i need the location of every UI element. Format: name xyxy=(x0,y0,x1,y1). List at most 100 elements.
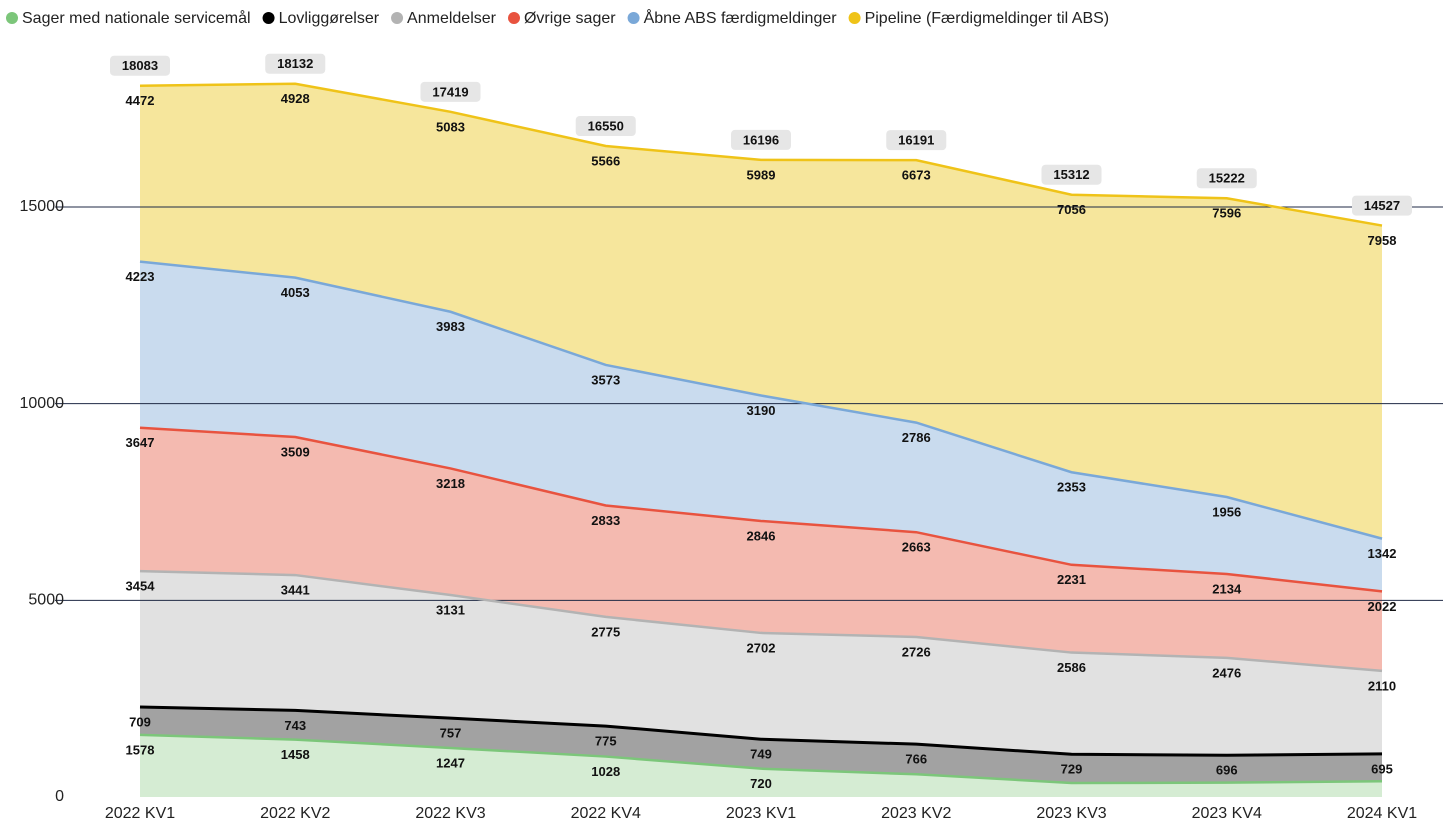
value-label: 2663 xyxy=(902,540,931,555)
value-label: 2022 xyxy=(1368,599,1397,614)
total-label: 16191 xyxy=(898,133,934,148)
value-label: 2833 xyxy=(591,513,620,528)
total-box xyxy=(110,55,170,76)
legend-label: Sager med nationale servicemål xyxy=(22,9,251,27)
value-label: 2702 xyxy=(747,640,776,655)
total-label: 14527 xyxy=(1364,198,1400,213)
total-label: 15222 xyxy=(1209,171,1245,186)
value-label: 729 xyxy=(1061,762,1083,777)
value-label: 3573 xyxy=(591,372,620,387)
total-box xyxy=(1352,195,1412,216)
area xyxy=(140,83,1382,539)
x-tick-label: 2023 KV4 xyxy=(1192,805,1262,822)
total-box xyxy=(1041,164,1102,185)
value-label: 3509 xyxy=(281,444,310,459)
x-tick-label: 2022 KV3 xyxy=(415,805,485,822)
value-label: 775 xyxy=(595,734,617,749)
total-box xyxy=(265,53,326,74)
value-label: 2134 xyxy=(1212,581,1242,596)
area xyxy=(140,261,1382,592)
value-label: 3454 xyxy=(126,579,156,594)
value-label: 5083 xyxy=(436,119,465,134)
value-label: 4928 xyxy=(281,91,310,106)
value-label: 7596 xyxy=(1212,206,1241,221)
value-label: 7056 xyxy=(1057,202,1086,217)
legend: Sager med nationale servicemål Lovliggøre… xyxy=(6,8,1109,27)
value-label: 2846 xyxy=(747,528,776,543)
value-label: 1342 xyxy=(1368,546,1397,561)
value-label: 3441 xyxy=(281,583,310,598)
legend-swatch xyxy=(848,12,861,24)
value-label: 757 xyxy=(440,726,462,741)
value-label: 2586 xyxy=(1057,660,1086,675)
legend-label: Pipeline (Færdigmeldinger til ABS) xyxy=(865,10,1110,27)
value-label: 4223 xyxy=(126,269,155,284)
legend-swatch xyxy=(6,12,18,24)
value-label: 695 xyxy=(1371,761,1393,776)
legend-swatch xyxy=(391,12,404,24)
total-box xyxy=(575,116,636,137)
y-tick-label: 5000 xyxy=(28,592,64,609)
value-label: 2231 xyxy=(1057,572,1086,587)
value-label: 4053 xyxy=(281,285,310,300)
value-label: 3983 xyxy=(436,319,465,334)
y-tick-label: 15000 xyxy=(20,198,65,215)
value-label: 6673 xyxy=(902,168,931,183)
total-box xyxy=(731,129,791,150)
value-label: 709 xyxy=(129,714,151,729)
area-line xyxy=(139,260,1383,540)
value-label: 2353 xyxy=(1057,480,1086,495)
value-label: 5989 xyxy=(747,167,776,182)
value-label: 3131 xyxy=(436,602,465,617)
value-label: 749 xyxy=(750,747,772,762)
total-label: 18083 xyxy=(122,58,158,73)
value-label: 1956 xyxy=(1212,504,1241,519)
value-label: 5566 xyxy=(591,153,620,168)
x-tick-label: 2022 KV2 xyxy=(260,805,330,822)
value-label: 1247 xyxy=(436,755,465,770)
total-box xyxy=(1196,168,1257,189)
total-label: 17419 xyxy=(432,84,468,99)
value-label: 696 xyxy=(1216,763,1238,778)
total-label: 15312 xyxy=(1053,167,1089,182)
area-line xyxy=(139,426,1383,593)
area-line xyxy=(139,705,1383,757)
total-label: 16196 xyxy=(743,132,779,147)
value-label: 766 xyxy=(905,752,927,767)
value-label: 720 xyxy=(750,776,772,791)
legend-label: Anmeldelser xyxy=(407,10,497,27)
legend-label: Øvrige sager xyxy=(524,10,616,27)
legend-swatch xyxy=(262,12,275,24)
x-tick-label: 2022 KV1 xyxy=(105,805,175,822)
total-label: 16550 xyxy=(588,118,624,133)
y-tick-label: 10000 xyxy=(20,395,65,412)
value-label: 3218 xyxy=(436,476,465,491)
legend-swatch xyxy=(507,12,520,24)
total-box xyxy=(420,81,481,102)
y-tick-label: 0 xyxy=(55,788,64,805)
value-label: 2786 xyxy=(902,430,931,445)
value-label: 2726 xyxy=(902,644,931,659)
area xyxy=(140,427,1382,671)
value-label: 2476 xyxy=(1212,665,1241,680)
legend-label: Lovliggørelser xyxy=(279,10,380,27)
area-line xyxy=(139,733,1383,785)
value-label: 2110 xyxy=(1368,678,1396,693)
value-label: 743 xyxy=(284,718,306,733)
area-line xyxy=(139,82,1383,227)
value-label: 4472 xyxy=(126,93,155,108)
value-label: 1578 xyxy=(126,742,155,757)
x-tick-label: 2023 KV1 xyxy=(726,805,796,822)
legend-swatch xyxy=(627,12,640,24)
value-label: 2775 xyxy=(591,624,620,639)
x-tick-label: 2024 KV1 xyxy=(1347,805,1417,822)
area xyxy=(140,571,1382,756)
x-tick-label: 2023 KV3 xyxy=(1036,805,1106,822)
total-box xyxy=(886,130,947,151)
total-label: 18132 xyxy=(277,56,313,71)
area-line xyxy=(139,569,1383,673)
area xyxy=(140,734,1382,797)
x-tick-label: 2023 KV2 xyxy=(881,805,951,822)
value-label: 3647 xyxy=(126,435,155,450)
